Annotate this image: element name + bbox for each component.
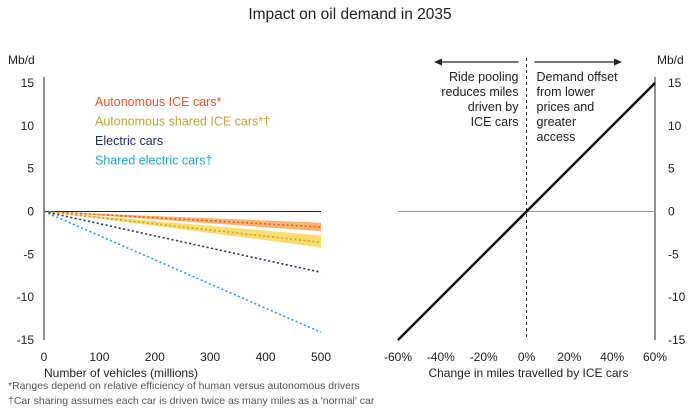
- legend-entry-1: Autonomous shared ICE cars*†: [95, 115, 270, 129]
- series-band-1: [44, 211, 321, 248]
- footnote-sharing: †Car sharing assumes each car is driven …: [8, 395, 375, 407]
- right-arrow-head: [614, 58, 622, 66]
- series-line-3: [43, 210, 322, 334]
- right-y-unit-label: Mb/d: [657, 53, 684, 67]
- left-x-tick-label: 0: [41, 350, 48, 364]
- right-y-tick-label: 15: [668, 76, 682, 90]
- right-x-axis-label: Change in miles travelled by ICE cars: [428, 366, 628, 380]
- right-x-tick-label: 40%: [600, 350, 624, 364]
- legend-entry-2: Electric cars: [95, 134, 163, 148]
- right-x-tick-label: -20%: [470, 350, 498, 364]
- right-x-tick-label: 20%: [557, 350, 581, 364]
- left-x-tick-label: 400: [256, 350, 276, 364]
- footnote-ranges: *Ranges depend on relative efficiency of…: [8, 380, 360, 392]
- series-line-1: [43, 210, 322, 244]
- right-x-tick-label: -40%: [427, 350, 455, 364]
- annotation-right-line: from lower: [537, 85, 595, 99]
- annotation-right-line: access: [537, 130, 576, 144]
- right-y-tick-label: 5: [668, 162, 675, 176]
- left-y-tick-label: 5: [27, 162, 34, 176]
- right-y-tick-label: 0: [668, 205, 675, 219]
- right-y-tick-label: -5: [668, 247, 679, 261]
- left-arrow-head: [434, 58, 442, 66]
- left-y-tick-label: -15: [17, 333, 35, 347]
- right-y-tick-label: -15: [668, 333, 686, 347]
- left-x-tick-label: 100: [89, 350, 109, 364]
- left-y-tick-label: -10: [17, 290, 35, 304]
- left-y-tick-label: 0: [27, 205, 34, 219]
- legend-entry-3: Shared electric cars†: [95, 154, 212, 168]
- left-x-tick-label: 300: [200, 350, 220, 364]
- annotation-right-line: greater: [537, 115, 577, 129]
- legend-entry-0: Autonomous ICE cars*: [95, 95, 222, 109]
- right-series-line: [397, 82, 656, 341]
- left-x-tick-label: 200: [145, 350, 165, 364]
- left-y-tick-label: 10: [21, 119, 35, 133]
- series-line-0: [43, 210, 322, 228]
- annotation-left-line: Ride pooling: [449, 70, 519, 84]
- right-y-tick-label: -10: [668, 290, 686, 304]
- annotation-left-line: ICE cars: [471, 115, 519, 129]
- left-y-tick-label: 15: [21, 76, 35, 90]
- left-y-tick-label: -5: [23, 247, 34, 261]
- chart-title: Impact on oil demand in 2035: [248, 6, 452, 23]
- annotation-right-line: Demand offset: [537, 70, 619, 84]
- series-band-0: [44, 211, 321, 232]
- right-y-tick-label: 10: [668, 119, 682, 133]
- left-x-axis-label: Number of vehicles (millions): [44, 366, 198, 380]
- annotation-left-line: driven by: [468, 100, 519, 114]
- annotation-left-line: reduces miles: [441, 85, 518, 99]
- right-x-tick-label: -60%: [384, 350, 412, 364]
- annotation-right-line: prices and: [537, 100, 595, 114]
- left-x-tick-label: 500: [311, 350, 331, 364]
- left-y-unit-label: Mb/d: [8, 53, 35, 67]
- right-x-tick-label: 60%: [643, 350, 667, 364]
- right-x-tick-label: 0%: [518, 350, 536, 364]
